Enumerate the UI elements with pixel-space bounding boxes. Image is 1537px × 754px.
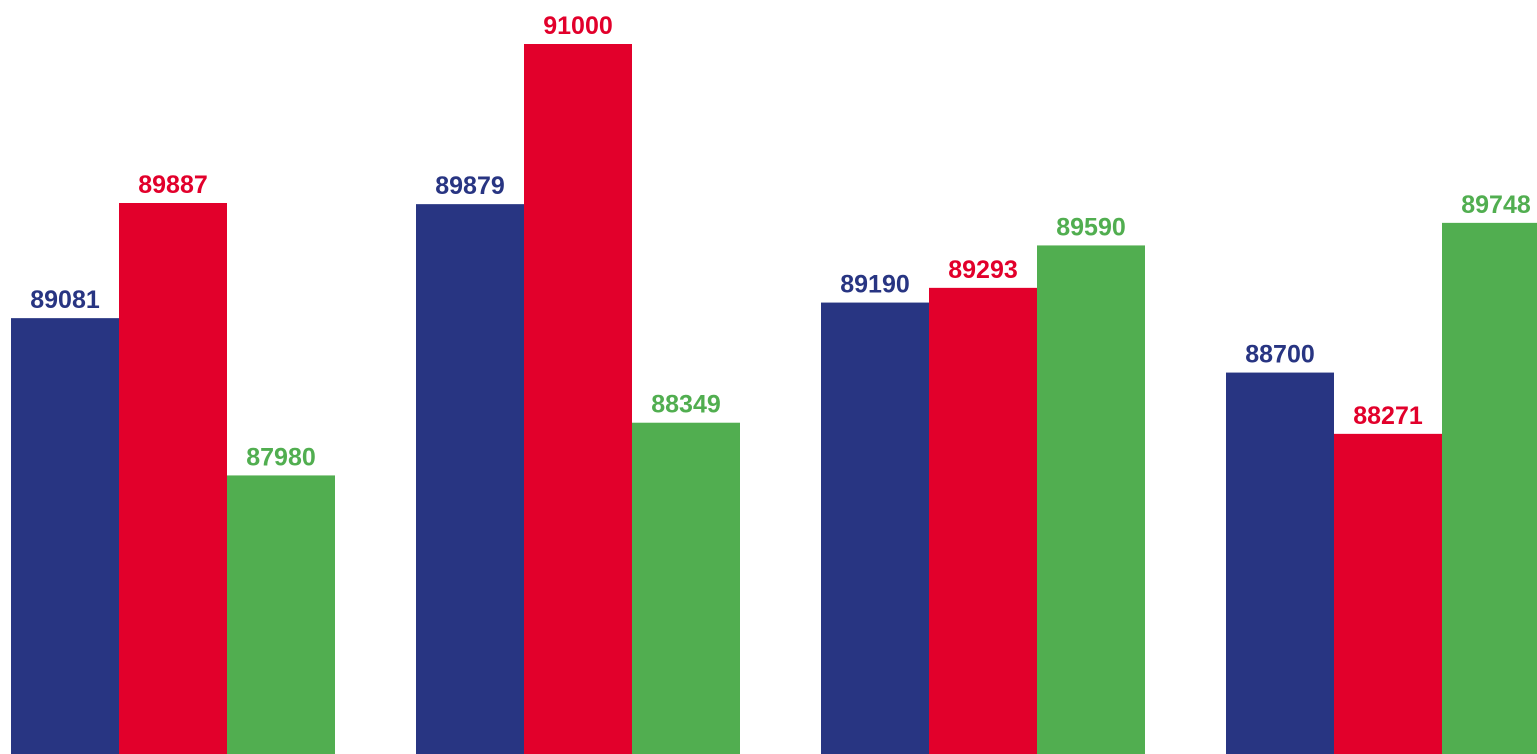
bar-s3-g1 bbox=[227, 475, 335, 754]
data-label-s2-g1: 89887 bbox=[138, 171, 208, 199]
bars-layer bbox=[11, 44, 1537, 754]
data-label-s2-g3: 89293 bbox=[948, 256, 1018, 284]
data-label-s1-g4: 88700 bbox=[1245, 341, 1315, 369]
bar-s2-g2 bbox=[524, 44, 632, 754]
data-label-s3-g2: 88349 bbox=[651, 391, 721, 419]
bar-s1-g1 bbox=[11, 318, 119, 754]
bar-s3-g2 bbox=[632, 422, 740, 754]
data-label-s2-g4: 88271 bbox=[1353, 402, 1423, 430]
data-label-s2-g2: 91000 bbox=[543, 12, 613, 40]
data-label-s3-g3: 89590 bbox=[1056, 213, 1126, 241]
data-label-s3-g4: 89748 bbox=[1461, 191, 1531, 219]
bar-s2-g1 bbox=[119, 203, 227, 754]
data-label-s3-g1: 87980 bbox=[246, 443, 316, 471]
bar-s3-g3 bbox=[1037, 245, 1145, 754]
bar-s3-g4 bbox=[1442, 222, 1537, 754]
data-label-s1-g1: 89081 bbox=[30, 286, 100, 314]
value-labels-layer: 89081 89879 89190 88700 89887 91000 89293 88271… bbox=[30, 12, 1531, 471]
data-label-s1-g3: 89190 bbox=[840, 271, 910, 299]
bar-s2-g3 bbox=[929, 287, 1037, 754]
bar-s1-g3 bbox=[821, 302, 929, 754]
bar-s1-g4 bbox=[1226, 372, 1334, 754]
bar-s2-g4 bbox=[1334, 433, 1442, 754]
bar-s1-g2 bbox=[416, 204, 524, 754]
data-label-s1-g2: 89879 bbox=[435, 172, 505, 200]
